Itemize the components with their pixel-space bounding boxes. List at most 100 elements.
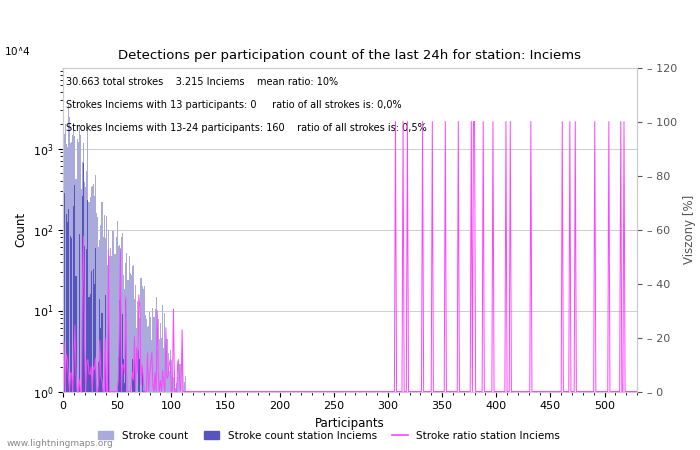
Bar — [300, 392, 301, 450]
Bar — [84, 246, 85, 450]
Bar — [398, 392, 399, 450]
Bar — [98, 247, 99, 450]
Bar — [306, 392, 307, 450]
Bar — [193, 392, 195, 450]
Bar — [309, 392, 311, 450]
Bar — [579, 392, 580, 450]
Bar — [68, 105, 69, 450]
Bar — [342, 392, 343, 450]
Bar — [238, 392, 239, 450]
Bar — [345, 392, 346, 450]
Bar — [323, 392, 325, 450]
Bar — [226, 392, 227, 450]
Bar — [136, 392, 137, 450]
Bar — [187, 392, 188, 450]
Bar — [329, 392, 330, 450]
Bar — [139, 359, 141, 450]
Bar — [346, 392, 347, 450]
Bar — [314, 392, 315, 450]
Bar — [353, 392, 354, 450]
Bar — [81, 189, 82, 450]
Bar — [331, 392, 332, 450]
Bar — [129, 256, 130, 450]
Bar — [588, 392, 589, 450]
Bar — [318, 392, 319, 450]
Bar — [482, 392, 483, 450]
Bar — [365, 392, 367, 450]
Bar — [448, 392, 449, 450]
Bar — [93, 184, 94, 450]
Bar — [268, 392, 270, 450]
Bar — [253, 392, 254, 450]
Bar — [349, 392, 351, 450]
Bar — [210, 392, 211, 450]
Bar — [276, 392, 277, 450]
Bar — [284, 392, 286, 450]
Bar — [399, 392, 400, 450]
Bar — [191, 392, 193, 450]
Bar — [122, 234, 123, 450]
Bar — [468, 392, 470, 450]
Bar — [529, 392, 531, 450]
Bar — [141, 286, 143, 450]
Bar — [147, 327, 148, 450]
Bar — [542, 392, 543, 450]
Bar — [141, 368, 143, 450]
Bar — [410, 392, 411, 450]
Bar — [184, 382, 185, 450]
Bar — [458, 392, 460, 450]
Bar — [406, 392, 407, 450]
Bar — [601, 392, 602, 450]
Bar — [636, 392, 638, 450]
Bar — [278, 392, 279, 450]
Bar — [385, 392, 386, 450]
Bar — [525, 392, 526, 450]
Bar — [204, 392, 205, 450]
Bar — [450, 392, 452, 450]
Bar — [325, 392, 326, 450]
Bar — [199, 392, 200, 450]
Bar — [368, 392, 369, 450]
Bar — [111, 256, 112, 450]
Bar — [624, 392, 626, 450]
Bar — [105, 295, 106, 450]
Bar — [449, 392, 450, 450]
Bar — [497, 392, 498, 450]
Bar — [418, 392, 419, 450]
Bar — [312, 392, 313, 450]
Bar — [536, 392, 537, 450]
Bar — [480, 392, 482, 450]
Bar — [396, 392, 397, 450]
Bar — [242, 392, 244, 450]
Bar — [106, 216, 107, 450]
Bar — [582, 392, 583, 450]
Bar — [177, 377, 178, 450]
Bar — [381, 392, 382, 450]
Bar — [513, 392, 514, 450]
Bar — [598, 392, 600, 450]
Text: www.lightningmaps.org: www.lightningmaps.org — [7, 439, 113, 448]
Bar — [587, 392, 588, 450]
Bar — [503, 392, 504, 450]
Bar — [602, 392, 603, 450]
Bar — [341, 392, 342, 450]
Bar — [167, 353, 169, 450]
Bar — [416, 392, 418, 450]
Bar — [514, 392, 515, 450]
Bar — [584, 392, 586, 450]
Bar — [286, 392, 288, 450]
Bar — [70, 236, 71, 450]
Bar — [97, 217, 98, 450]
Bar — [94, 196, 95, 450]
Bar — [95, 248, 96, 450]
Bar — [447, 392, 448, 450]
Bar — [485, 392, 486, 450]
Bar — [176, 382, 177, 450]
Bar — [499, 392, 500, 450]
Bar — [405, 392, 406, 450]
Bar — [244, 392, 246, 450]
Bar — [577, 392, 578, 450]
Bar — [491, 392, 492, 450]
Text: 30.663 total strokes    3.215 Inciems    mean ratio: 10%: 30.663 total strokes 3.215 Inciems mean … — [66, 77, 338, 87]
Bar — [227, 392, 228, 450]
